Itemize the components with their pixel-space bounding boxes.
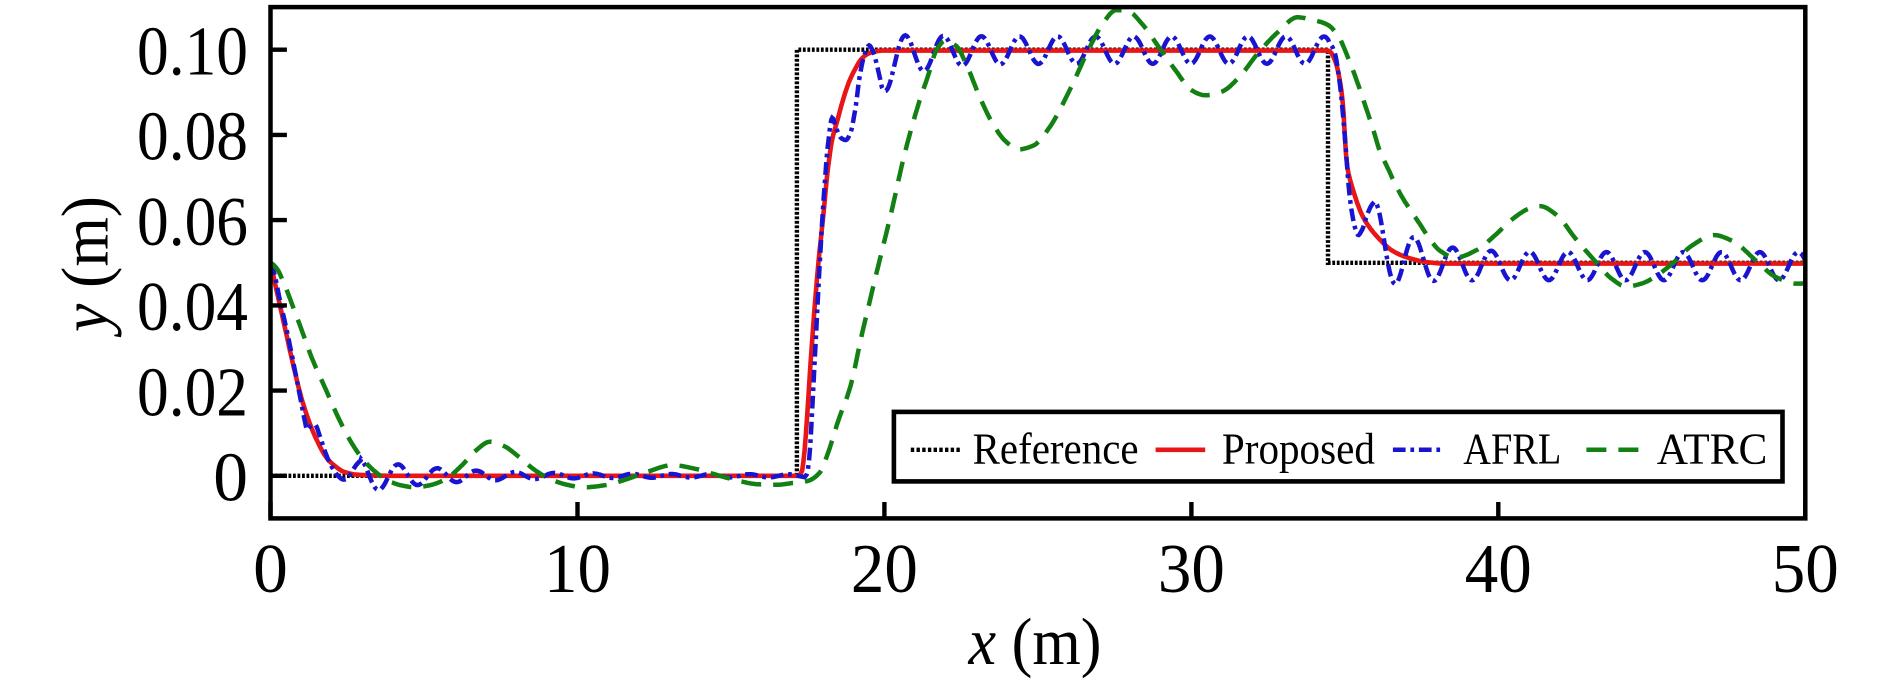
- svg-text:40: 40: [1465, 531, 1532, 608]
- svg-text:0: 0: [213, 440, 248, 517]
- svg-text:y (m): y (m): [49, 196, 123, 338]
- svg-text:10: 10: [544, 531, 611, 608]
- svg-text:50: 50: [1772, 531, 1839, 608]
- svg-text:30: 30: [1158, 531, 1225, 608]
- svg-text:AFRL: AFRL: [1463, 425, 1561, 474]
- svg-text:ATRC: ATRC: [1657, 425, 1768, 474]
- svg-text:0.04: 0.04: [137, 269, 248, 346]
- svg-text:0.06: 0.06: [137, 184, 248, 261]
- svg-text:Proposed: Proposed: [1222, 425, 1375, 474]
- svg-text:Reference: Reference: [973, 425, 1139, 474]
- svg-text:0.08: 0.08: [137, 99, 248, 176]
- svg-text:0.10: 0.10: [137, 13, 248, 90]
- svg-text:x (m): x (m): [968, 605, 1102, 679]
- svg-text:20: 20: [851, 531, 918, 608]
- svg-text:0.02: 0.02: [137, 354, 248, 431]
- svg-text:0: 0: [253, 531, 288, 608]
